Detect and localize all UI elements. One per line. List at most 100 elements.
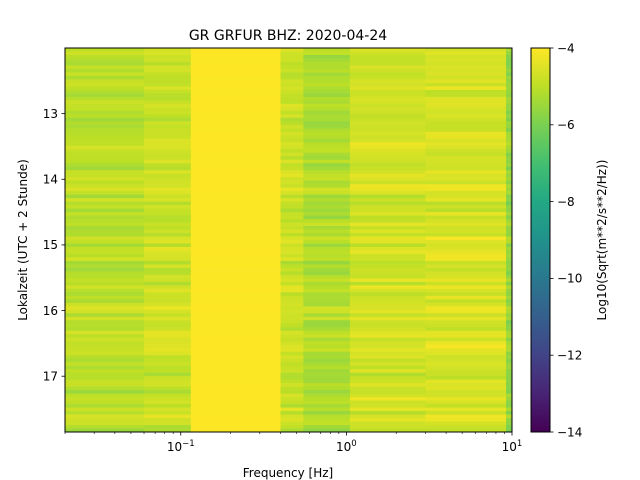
heatmap-cell [190, 170, 282, 175]
heatmap-cell [280, 107, 304, 112]
heatmap-cell [506, 355, 512, 360]
heatmap-cell [144, 281, 192, 286]
heatmap-cell [506, 285, 512, 290]
colorbar-tick-label: −6 [557, 118, 575, 132]
heatmap-cell [280, 166, 304, 171]
heatmap-cell [506, 271, 512, 276]
heatmap-cell [303, 299, 351, 304]
heatmap-cell [144, 295, 192, 300]
heatmap-cell [144, 278, 192, 283]
heatmap-cell [303, 418, 351, 423]
heatmap-cell [425, 302, 507, 307]
heatmap-cell [144, 390, 192, 395]
heatmap-cell [280, 355, 304, 360]
heatmap-cell [303, 208, 351, 213]
heatmap-cell [65, 267, 145, 273]
heatmap-cell [190, 257, 282, 262]
heatmap-cell [144, 320, 192, 325]
heatmap-cell [425, 215, 507, 220]
heatmap-cell [303, 390, 351, 395]
heatmap-cell [349, 145, 426, 150]
heatmap-cell [65, 348, 145, 353]
heatmap-cell [190, 198, 282, 203]
heatmap-cell [506, 208, 512, 213]
heatmap-cell [506, 236, 512, 241]
heatmap-cell [349, 400, 426, 405]
heatmap-cell [144, 421, 192, 426]
heatmap-cell [190, 320, 282, 325]
heatmap-cell [280, 54, 304, 60]
heatmap-cell [65, 212, 145, 217]
heatmap-cell [349, 334, 426, 339]
heatmap-cell [425, 274, 507, 279]
heatmap-cell [190, 404, 282, 409]
heatmap-cell [190, 397, 282, 402]
heatmap-cell [280, 341, 304, 346]
heatmap-cell [425, 278, 507, 283]
heatmap-cell [190, 82, 282, 87]
heatmap-cell [190, 418, 282, 423]
heatmap-cell [303, 246, 351, 252]
heatmap-cell [190, 54, 282, 60]
heatmap-cell [65, 386, 145, 391]
heatmap-cell [144, 93, 192, 98]
heatmap-cell [506, 198, 512, 203]
heatmap-cell [349, 418, 426, 423]
heatmap-cell [65, 334, 145, 339]
heatmap-cell [190, 348, 282, 353]
heatmap-cell [425, 166, 507, 171]
heatmap-cell [65, 295, 145, 300]
heatmap-cell [65, 100, 145, 105]
heatmap-cell [190, 355, 282, 360]
heatmap-cell [65, 180, 145, 185]
heatmap-cell [144, 96, 192, 101]
heatmap-cell [190, 337, 282, 342]
heatmap-cell [349, 180, 426, 185]
heatmap-cell [65, 327, 145, 332]
heatmap-cell [190, 243, 282, 248]
heatmap-cell [280, 208, 304, 213]
heatmap-cell [144, 411, 192, 416]
heatmap-cell [144, 348, 192, 353]
heatmap-cell [349, 281, 426, 286]
heatmap-cell [65, 278, 145, 283]
heatmap-cell [349, 250, 426, 255]
heatmap-cell [144, 397, 192, 402]
heatmap-cell [349, 229, 426, 234]
heatmap-cell [303, 243, 351, 248]
heatmap-cell [190, 131, 282, 136]
heatmap-cell [506, 142, 512, 147]
heatmap-cell [144, 58, 192, 63]
heatmap-cell [506, 205, 512, 210]
heatmap-cell [303, 145, 351, 150]
heatmap-cell [190, 205, 282, 210]
heatmap-cell [425, 250, 507, 255]
heatmap-cell [65, 222, 145, 227]
heatmap-cell [506, 330, 512, 335]
heatmap-cell [144, 337, 192, 342]
heatmap-cell [65, 288, 145, 293]
heatmap-cell [425, 107, 507, 112]
heatmap-cell [190, 316, 282, 321]
heatmap-cell [65, 320, 145, 325]
heatmap-cell [303, 222, 351, 227]
heatmap-cell [280, 86, 304, 91]
heatmap-cell [190, 180, 282, 185]
heatmap-cell [144, 152, 192, 157]
heatmap-cell [65, 400, 145, 405]
heatmap-cell [425, 72, 507, 77]
heatmap-cell [65, 404, 145, 409]
heatmap-cell [349, 337, 426, 342]
heatmap-cell [144, 79, 192, 84]
heatmap-cell [190, 428, 282, 432]
heatmap-cell [280, 65, 304, 70]
heatmap-cell [65, 159, 145, 164]
heatmap-cell [303, 215, 351, 220]
heatmap-cell [280, 404, 304, 409]
heatmap-cell [349, 177, 426, 182]
heatmap-cell [144, 191, 192, 196]
heatmap-cell [303, 267, 351, 273]
heatmap-cell [349, 267, 426, 273]
heatmap-cell [303, 226, 351, 231]
heatmap-cell [303, 48, 351, 53]
